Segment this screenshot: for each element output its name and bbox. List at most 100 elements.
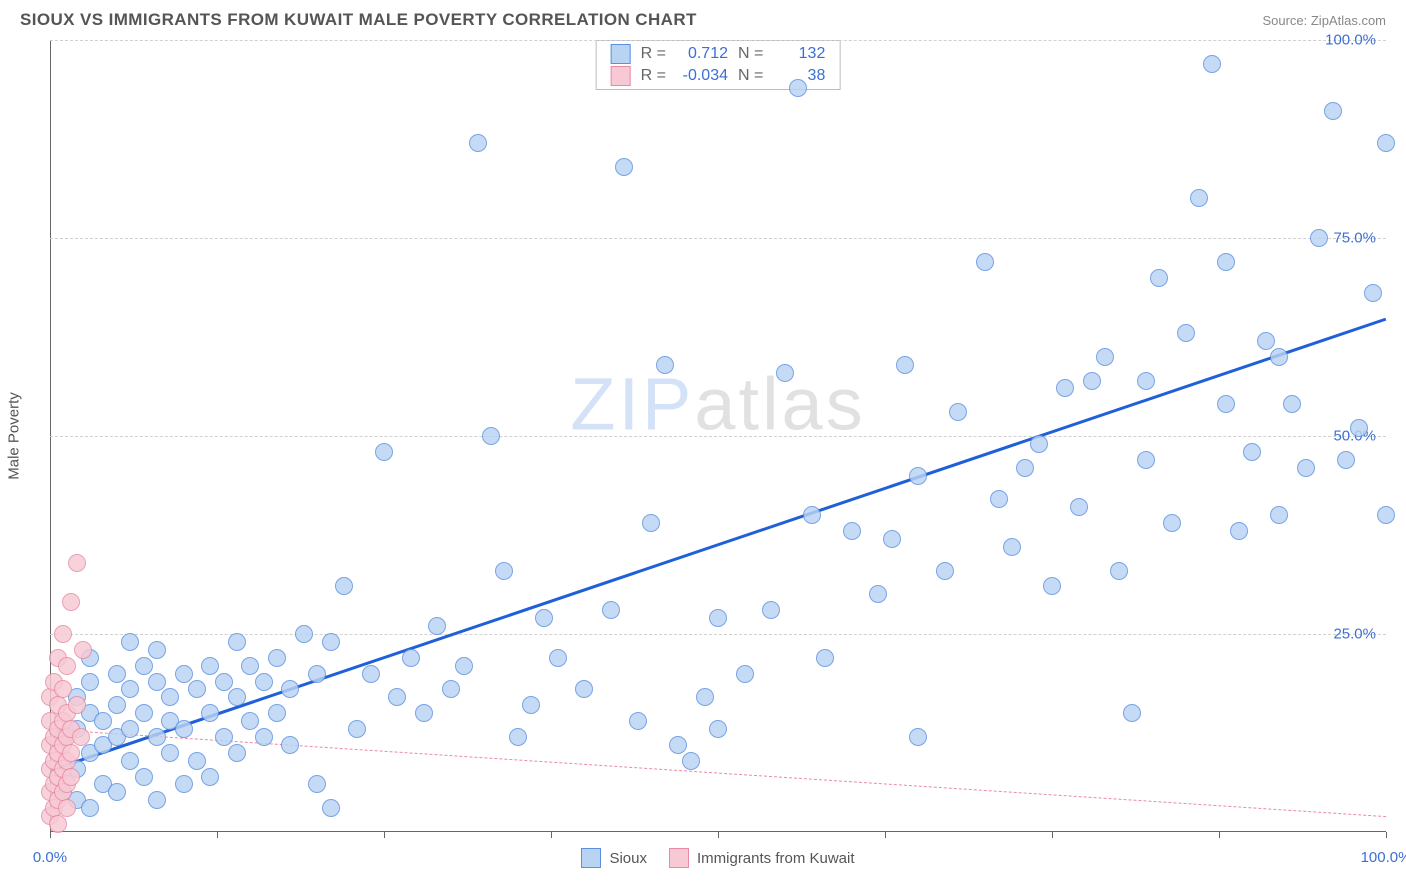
x-tick-mark — [1052, 832, 1053, 838]
data-point-sioux — [135, 768, 153, 786]
data-point-kuwait — [74, 641, 92, 659]
data-point-sioux — [228, 688, 246, 706]
data-point-sioux — [1270, 348, 1288, 366]
stat-r-sioux: 0.712 — [676, 45, 728, 63]
x-tick-label: 0.0% — [33, 849, 67, 866]
data-point-sioux — [81, 799, 99, 817]
swatch-kuwait-2 — [669, 848, 689, 868]
series-label-sioux: Sioux — [609, 850, 647, 867]
data-point-kuwait — [68, 696, 86, 714]
data-point-sioux — [1177, 324, 1195, 342]
data-point-sioux — [121, 633, 139, 651]
data-point-sioux — [1257, 332, 1275, 350]
data-point-sioux — [308, 775, 326, 793]
data-point-sioux — [268, 649, 286, 667]
data-point-sioux — [709, 609, 727, 627]
data-point-sioux — [135, 704, 153, 722]
data-point-sioux — [335, 577, 353, 595]
x-tick-mark — [217, 832, 218, 838]
data-point-sioux — [1137, 451, 1155, 469]
data-point-sioux — [642, 514, 660, 532]
data-point-sioux — [615, 158, 633, 176]
data-point-sioux — [1337, 451, 1355, 469]
data-point-sioux — [1324, 102, 1342, 120]
gridline-h — [50, 238, 1386, 239]
y-axis-label: Male Poverty — [6, 392, 23, 480]
swatch-sioux-2 — [581, 848, 601, 868]
series-item-kuwait: Immigrants from Kuwait — [669, 848, 855, 868]
data-point-sioux — [228, 744, 246, 762]
data-point-kuwait — [58, 799, 76, 817]
data-point-sioux — [1203, 55, 1221, 73]
data-point-sioux — [188, 752, 206, 770]
data-point-sioux — [682, 752, 700, 770]
data-point-sioux — [602, 601, 620, 619]
data-point-sioux — [1377, 134, 1395, 152]
x-tick-mark — [384, 832, 385, 838]
data-point-sioux — [909, 728, 927, 746]
data-point-sioux — [1217, 395, 1235, 413]
data-point-sioux — [1243, 443, 1261, 461]
data-point-sioux — [869, 585, 887, 603]
stat-n-sioux: 132 — [773, 45, 825, 63]
data-point-sioux — [776, 364, 794, 382]
watermark-prefix: ZIP — [570, 363, 694, 446]
data-point-sioux — [215, 673, 233, 691]
data-point-sioux — [375, 443, 393, 461]
regression-line-kuwait — [50, 729, 1386, 817]
data-point-sioux — [241, 712, 259, 730]
x-tick-mark — [1386, 832, 1387, 838]
x-tick-mark — [885, 832, 886, 838]
data-point-sioux — [201, 768, 219, 786]
data-point-kuwait — [49, 815, 67, 833]
data-point-sioux — [175, 665, 193, 683]
series-item-sioux: Sioux — [581, 848, 647, 868]
data-point-sioux — [1270, 506, 1288, 524]
data-point-sioux — [1230, 522, 1248, 540]
data-point-sioux — [575, 680, 593, 698]
data-point-sioux — [148, 791, 166, 809]
series-label-kuwait: Immigrants from Kuwait — [697, 850, 855, 867]
data-point-sioux — [108, 696, 126, 714]
data-point-sioux — [402, 649, 420, 667]
data-point-sioux — [1030, 435, 1048, 453]
data-point-sioux — [108, 665, 126, 683]
x-tick-label: 100.0% — [1361, 849, 1406, 866]
data-point-sioux — [1297, 459, 1315, 477]
data-point-sioux — [522, 696, 540, 714]
plot-area: ZIPatlas R = 0.712 N = 132 R = -0.034 N … — [50, 40, 1386, 832]
data-point-sioux — [1310, 229, 1328, 247]
data-point-sioux — [161, 744, 179, 762]
data-point-sioux — [816, 649, 834, 667]
data-point-sioux — [936, 562, 954, 580]
data-point-sioux — [255, 728, 273, 746]
data-point-sioux — [94, 712, 112, 730]
data-point-sioux — [135, 657, 153, 675]
data-point-sioux — [1283, 395, 1301, 413]
data-point-sioux — [976, 253, 994, 271]
stat-n-label: N = — [738, 45, 763, 63]
data-point-sioux — [736, 665, 754, 683]
data-point-kuwait — [54, 680, 72, 698]
data-point-kuwait — [54, 625, 72, 643]
watermark: ZIPatlas — [570, 362, 865, 447]
data-point-sioux — [281, 736, 299, 754]
data-point-sioux — [1350, 419, 1368, 437]
chart-source: Source: ZipAtlas.com — [1262, 13, 1386, 28]
data-point-sioux — [81, 673, 99, 691]
data-point-sioux — [322, 633, 340, 651]
data-point-sioux — [308, 665, 326, 683]
chart-header: SIOUX VS IMMIGRANTS FROM KUWAIT MALE POV… — [0, 0, 1406, 36]
data-point-sioux — [161, 688, 179, 706]
data-point-sioux — [1217, 253, 1235, 271]
data-point-sioux — [896, 356, 914, 374]
data-point-sioux — [1056, 379, 1074, 397]
data-point-sioux — [415, 704, 433, 722]
data-point-sioux — [1190, 189, 1208, 207]
x-tick-mark — [1219, 832, 1220, 838]
data-point-sioux — [1364, 284, 1382, 302]
data-point-sioux — [656, 356, 674, 374]
data-point-sioux — [1096, 348, 1114, 366]
data-point-sioux — [482, 427, 500, 445]
y-tick-label: 25.0% — [1333, 626, 1376, 643]
